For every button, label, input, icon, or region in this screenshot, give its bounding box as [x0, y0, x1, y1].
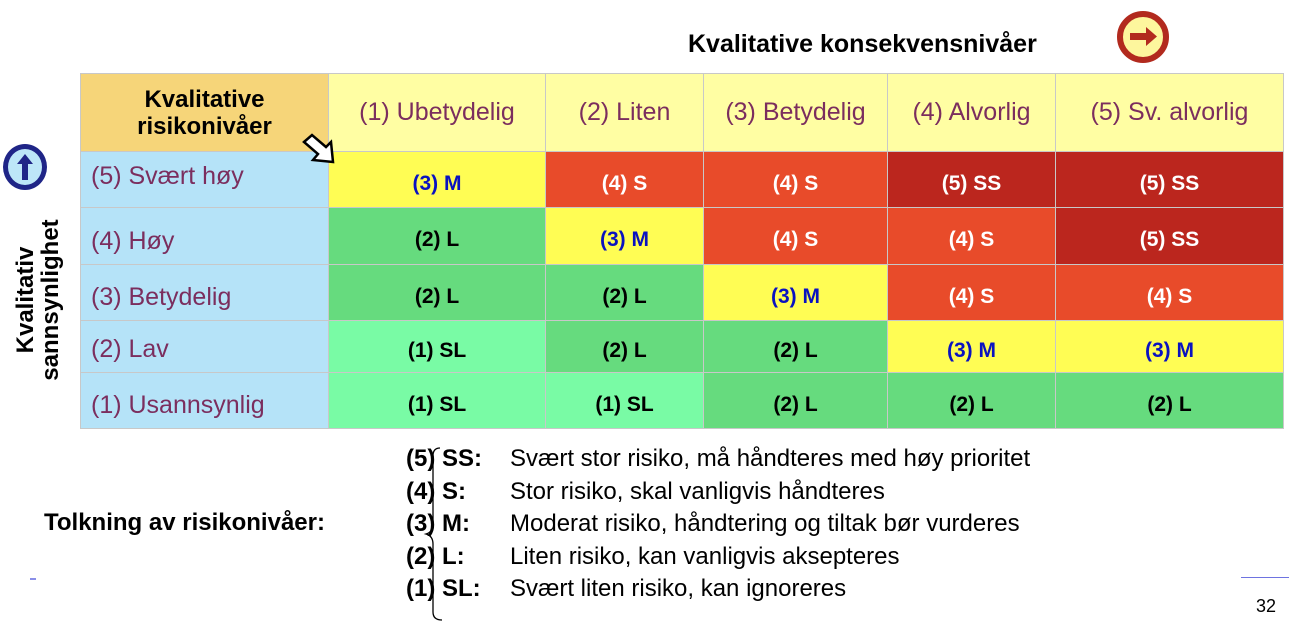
row-header-lav: (2) Lav — [81, 321, 328, 372]
legend-description: Svært liten risiko, kan ignoreres — [510, 575, 847, 602]
matrix-cell: (4) S — [546, 152, 703, 207]
footer-divider-left — [30, 578, 36, 580]
legend-description: Stor risiko, skal vanligvis håndteres — [510, 477, 885, 505]
column-header-liten: (2) Liten — [546, 74, 703, 151]
matrix-cell: (2) L — [704, 373, 887, 428]
matrix-cell: (2) L — [1056, 373, 1283, 428]
row-header-betydelig: (3) Betydelig — [81, 265, 328, 320]
legend-description: Svært stor risiko, må håndteres med høy … — [510, 445, 1031, 472]
matrix-corner-label: Kvalitative risikonivåer — [81, 74, 328, 151]
footer-divider-right — [1241, 577, 1289, 578]
matrix-cell: (2) L — [704, 321, 887, 372]
matrix-cell: (2) L — [329, 265, 545, 320]
matrix-cell: (5) SS — [1056, 152, 1283, 207]
legend-code: (1) SL: — [406, 575, 481, 602]
legend-brace-decoration — [423, 447, 443, 621]
risk-level-legend: (5) SS: Svært stor risiko, må håndteres … — [406, 443, 1030, 606]
matrix-cell: (3) M — [546, 208, 703, 264]
legend-description: Liten risiko, kan vanligvis aksepteres — [510, 542, 900, 570]
row-header-usannsynlig: (1) Usannsynlig — [81, 373, 328, 428]
matrix-cell: (2) L — [546, 321, 703, 372]
matrix-cell: (1) SL — [329, 321, 545, 372]
corner-label-line1: Kvalitative — [144, 85, 265, 113]
probability-axis-title-line2: sannsynlighet — [37, 219, 64, 381]
footer-cropped-text — [42, 603, 194, 609]
corner-label-line2: risikonivåer — [137, 112, 272, 140]
probability-axis-title-line1: Kvalitativ — [12, 246, 39, 354]
matrix-cell: (4) S — [704, 152, 887, 207]
consequence-axis-title: Kvalitative konsekvensnivåer — [688, 30, 1037, 58]
matrix-cell: (3) M — [329, 152, 545, 207]
arrow-right-circle-icon — [1117, 11, 1169, 63]
matrix-cell: (1) SL — [546, 373, 703, 428]
column-header-sv-alvorlig: (5) Sv. alvorlig — [1056, 74, 1283, 151]
legend-code: (4) S: — [406, 477, 466, 505]
probability-axis-title: Kvalitativ sannsynlighet — [12, 219, 64, 381]
legend-item-s: (4) S: Stor risiko, skal vanligvis håndt… — [406, 476, 1030, 509]
legend-item-sl: (1) SL: Svært liten risiko, kan ignorere… — [406, 573, 1030, 606]
column-header-alvorlig: (4) Alvorlig — [888, 74, 1055, 151]
matrix-cell: (2) L — [546, 265, 703, 320]
legend-code: (3) M: — [406, 510, 470, 537]
arrow-up-circle-icon — [3, 144, 47, 190]
legend-item-l: (2) L: Liten risiko, kan vanligvis aksep… — [406, 541, 1030, 574]
legend-description: Moderat risiko, håndtering og tiltak bør… — [510, 510, 1020, 537]
matrix-cell: (5) SS — [888, 152, 1055, 207]
matrix-cell: (4) S — [704, 208, 887, 264]
matrix-cell: (3) M — [1056, 321, 1283, 372]
row-header-svaert-hoy: (5) Svært høy — [81, 152, 328, 207]
matrix-cell: (3) M — [704, 265, 887, 320]
legend-code: (5) SS: — [406, 445, 483, 472]
matrix-cell: (3) M — [888, 321, 1055, 372]
legend-item-m: (3) M: Moderat risiko, håndtering og til… — [406, 508, 1030, 541]
risk-matrix: Kvalitative risikonivåer (1) Ubetydelig … — [80, 73, 1284, 429]
matrix-cell: (4) S — [1056, 265, 1283, 320]
column-header-ubetydelig: (1) Ubetydelig — [329, 74, 545, 151]
matrix-cell: (2) L — [329, 208, 545, 264]
matrix-cell: (5) SS — [1056, 208, 1283, 264]
matrix-cell: (1) SL — [329, 373, 545, 428]
arrow-down-right-icon — [302, 133, 335, 164]
matrix-cell: (2) L — [888, 373, 1055, 428]
legend-code: (2) L: — [406, 542, 465, 570]
column-header-betydelig: (3) Betydelig — [704, 74, 887, 151]
page-number: 32 — [1256, 596, 1277, 616]
legend-title: Tolkning av risikonivåer: — [44, 509, 325, 536]
row-header-hoy: (4) Høy — [81, 208, 328, 264]
legend-item-ss: (5) SS: Svært stor risiko, må håndteres … — [406, 443, 1030, 476]
matrix-cell: (4) S — [888, 208, 1055, 264]
matrix-cell: (4) S — [888, 265, 1055, 320]
